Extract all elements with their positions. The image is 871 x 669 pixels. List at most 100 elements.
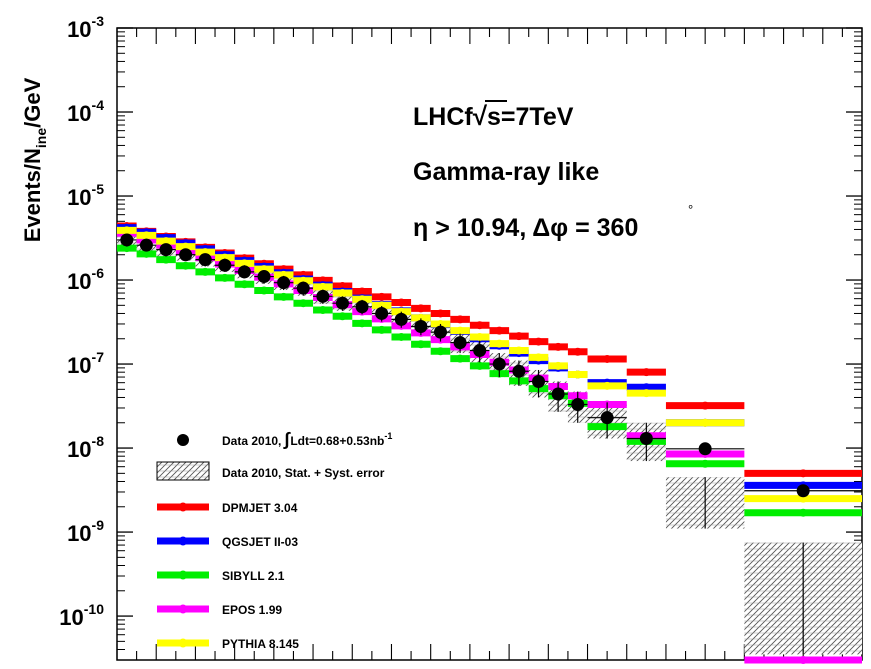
series-marker: [416, 304, 425, 313]
data-point: [335, 296, 349, 310]
legend-label-qgsjet-ii-03: QGSJET II-03: [222, 535, 298, 549]
y-tick-label: 10-6: [67, 265, 104, 294]
series-marker: [142, 231, 151, 240]
series-marker: [358, 319, 367, 328]
data-point: [237, 265, 251, 279]
legend-label-epos-1-99: EPOS 1.99: [222, 603, 282, 617]
data-point: [698, 442, 712, 456]
data-point: [433, 325, 447, 339]
series-marker: [603, 381, 612, 390]
series-marker: [436, 347, 445, 356]
series-marker: [701, 418, 710, 427]
series-marker: [436, 309, 445, 318]
series-marker: [514, 332, 523, 341]
series-marker: [181, 261, 190, 270]
model-series-group: [117, 221, 862, 664]
series-marker: [260, 286, 269, 295]
data-point: [277, 276, 291, 290]
annotation-gamma: Gamma-ray like: [413, 158, 599, 186]
series-marker: [279, 292, 288, 301]
series-marker: [142, 249, 151, 258]
series-marker: [554, 342, 563, 351]
series-marker: [397, 298, 406, 307]
data-point: [512, 364, 526, 378]
y-tick-label: 10-10: [59, 601, 104, 630]
data-point: [600, 411, 614, 425]
legend-error-label: Data 2010, Stat. + Syst. error: [222, 466, 385, 480]
y-tick-label: 10-9: [67, 517, 104, 546]
series-marker: [495, 339, 504, 348]
y-tick-label: 10-8: [67, 433, 104, 462]
series-marker: [475, 321, 484, 330]
series-marker: [456, 354, 465, 363]
y-tick-label: 10-4: [67, 97, 104, 126]
legend-swatch-marker: [178, 638, 188, 648]
data-point: [296, 281, 310, 295]
series-marker: [534, 353, 543, 362]
series-marker: [240, 259, 249, 268]
sqrt-overbar-text: s=7TeV: [487, 103, 574, 131]
series-marker: [534, 337, 543, 346]
annotation-energy: LHCf√s=7TeV: [413, 101, 574, 131]
series-marker: [642, 383, 651, 392]
data-point: [639, 431, 653, 445]
y-axis-title: Events/Nine/GeV: [20, 77, 49, 242]
series-marker: [799, 656, 808, 664]
legend-label-pythia-8-145: PYTHIA 8.145: [222, 637, 299, 651]
data-point: [532, 374, 546, 388]
annotation-eta: η > 10.94, Δφ = 360: [413, 214, 638, 242]
series-marker: [201, 267, 210, 276]
data-point: [257, 270, 271, 284]
data-point: [571, 397, 585, 411]
data-point: [120, 233, 134, 247]
legend-swatch-marker: [178, 570, 188, 580]
series-marker: [456, 315, 465, 324]
series-marker: [338, 289, 347, 298]
legend-data-label: Data 2010, ∫Ldt=0.68+0.53nb-1: [222, 429, 392, 449]
y-tick-label: 10-7: [67, 349, 104, 378]
series-marker: [220, 273, 229, 282]
series-marker: [338, 312, 347, 321]
data-point: [375, 306, 389, 320]
series-marker: [554, 361, 563, 370]
series-marker: [377, 325, 386, 334]
legend-label-sibyll-2-1: SIBYLL 2.1: [222, 569, 285, 583]
legend-swatch-marker: [178, 604, 188, 614]
series-marker: [642, 389, 651, 398]
data-point: [453, 336, 467, 350]
series-marker: [338, 281, 347, 290]
series-marker: [377, 292, 386, 301]
series-marker: [456, 326, 465, 335]
series-marker: [573, 370, 582, 379]
legend-data-marker: [177, 434, 189, 446]
data-point: [394, 312, 408, 326]
series-marker: [416, 313, 425, 322]
y-tick-label: 10-3: [67, 13, 104, 42]
series-marker: [162, 237, 171, 246]
data-point: [218, 258, 232, 272]
integral-sign: ∫: [283, 429, 291, 449]
series-marker: [514, 346, 523, 355]
series-marker: [701, 401, 710, 410]
series-marker: [475, 332, 484, 341]
series-marker: [397, 332, 406, 341]
y-tick-labels-group: 10-3 10-4 10-5 10-6 10-7 10-8 10-9 10-10: [59, 13, 104, 630]
series-marker: [162, 255, 171, 264]
data-point: [492, 357, 506, 371]
data-point: [355, 300, 369, 314]
legend-swatch-marker: [178, 502, 188, 512]
y-tick-label: 10-5: [67, 181, 104, 210]
series-marker: [416, 340, 425, 349]
data-point: [473, 343, 487, 357]
series-marker: [240, 280, 249, 289]
annotation-degree: °: [688, 202, 693, 217]
data-point: [198, 253, 212, 267]
legend: Data 2010, ∫Ldt=0.68+0.53nb-1 Data 2010, …: [156, 429, 392, 651]
data-points-group: [117, 233, 862, 655]
series-marker: [642, 368, 651, 377]
series-marker: [799, 469, 808, 478]
legend-error-swatch: [156, 461, 210, 481]
legend-label-dpmjet-3-04: DPMJET 3.04: [222, 501, 298, 515]
series-marker: [318, 282, 327, 291]
